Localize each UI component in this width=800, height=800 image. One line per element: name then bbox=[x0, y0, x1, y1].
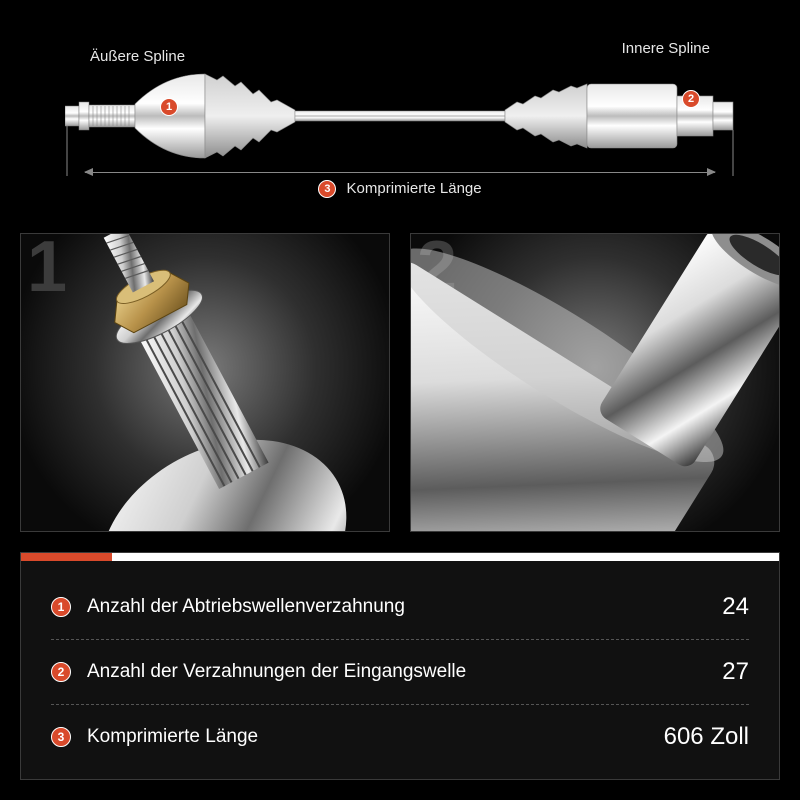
spec-row: 2 Anzahl der Verzahnungen der Eingangswe… bbox=[51, 640, 749, 705]
accent-bar bbox=[21, 553, 779, 561]
spec-badge-1: 1 bbox=[51, 597, 71, 617]
spec-label-3: Komprimierte Länge bbox=[87, 726, 258, 748]
badge-2: 2 bbox=[682, 90, 700, 108]
spec-value-3: 606 Zoll bbox=[664, 723, 749, 751]
panel-2: 2 bbox=[410, 233, 780, 532]
outer-spline-label: Äußere Spline bbox=[90, 48, 185, 65]
panel-2-illustration bbox=[411, 234, 780, 532]
spec-label-2: Anzahl der Verzahnungen der Eingangswell… bbox=[87, 661, 466, 683]
infographic-container: Äußere Spline Innere Spline 1 2 3 Kompri… bbox=[0, 0, 800, 800]
inner-spline-label: Innere Spline bbox=[622, 40, 710, 57]
dimension-label: 3 Komprimierte Länge bbox=[20, 180, 780, 198]
badge-3: 3 bbox=[318, 180, 336, 198]
spec-value-2: 27 bbox=[722, 658, 749, 686]
badge-1: 1 bbox=[160, 98, 178, 116]
dimension-line bbox=[85, 172, 715, 173]
spec-badge-2: 2 bbox=[51, 662, 71, 682]
spec-row: 1 Anzahl der Abtriebswellenverzahnung 24 bbox=[51, 575, 749, 640]
detail-panels: 1 bbox=[20, 233, 780, 532]
panel-1-illustration bbox=[21, 234, 390, 532]
spec-label-1: Anzahl der Abtriebswellenverzahnung bbox=[87, 596, 405, 618]
axle-diagram: Äußere Spline Innere Spline 1 2 3 Kompri… bbox=[20, 20, 780, 213]
spec-badge-3: 3 bbox=[51, 727, 71, 747]
axle-svg bbox=[65, 56, 735, 176]
panel-1: 1 bbox=[20, 233, 390, 532]
length-label-text: Komprimierte Länge bbox=[347, 180, 482, 197]
spec-value-1: 24 bbox=[722, 593, 749, 621]
spec-table: 1 Anzahl der Abtriebswellenverzahnung 24… bbox=[20, 552, 780, 780]
spec-row: 3 Komprimierte Länge 606 Zoll bbox=[51, 705, 749, 769]
